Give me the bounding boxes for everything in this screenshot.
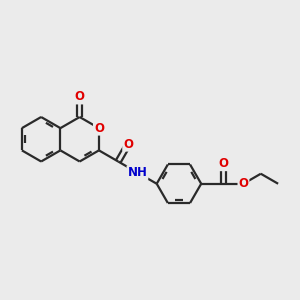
Text: NH: NH xyxy=(128,166,147,179)
Text: O: O xyxy=(218,157,228,170)
Text: O: O xyxy=(94,122,104,135)
Text: O: O xyxy=(75,91,85,103)
Text: O: O xyxy=(238,177,248,190)
Text: O: O xyxy=(123,138,133,151)
